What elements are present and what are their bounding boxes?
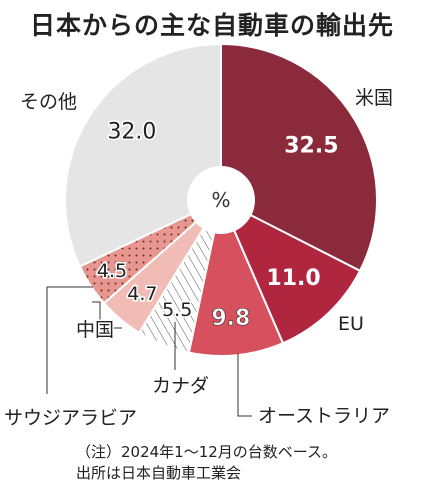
pie-slice-6 bbox=[64, 42, 222, 268]
value-label-1: 11.0 bbox=[266, 266, 320, 291]
footnote-line-1: （注）2024年1～12月の台数ベース。 bbox=[76, 443, 338, 461]
category-label-4: 中国 bbox=[76, 319, 114, 341]
value-label-2: 9.8 bbox=[211, 306, 250, 331]
category-label-6: その他 bbox=[20, 91, 77, 113]
center-unit-label: % bbox=[211, 188, 230, 212]
category-label-5: サウジアラビア bbox=[4, 407, 137, 429]
pie-slice-2 bbox=[187, 196, 285, 357]
value-label-3: 5.5 bbox=[162, 299, 192, 321]
value-label-4: 4.7 bbox=[127, 283, 157, 305]
footnote-line-2: 出所は日本自動車工業会 bbox=[76, 464, 242, 482]
category-label-0: 米国 bbox=[355, 87, 393, 109]
category-label-1: EU bbox=[338, 313, 364, 335]
value-label-6: 32.0 bbox=[107, 119, 156, 144]
pie-slice-0 bbox=[220, 42, 378, 273]
leader-line-australia bbox=[237, 353, 252, 417]
footnote: （注）2024年1～12月の台数ベース。 出所は日本自動車工業会 bbox=[76, 442, 337, 484]
center-hole bbox=[187, 166, 255, 234]
value-label-5: 4.5 bbox=[97, 260, 127, 282]
category-label-3: カナダ bbox=[152, 375, 209, 397]
pie-slice-1 bbox=[218, 197, 362, 345]
leader-line-saudi bbox=[46, 286, 93, 394]
leader-line-china bbox=[92, 301, 122, 329]
chart-title: 日本からの主な自動車の輸出先 bbox=[29, 11, 394, 40]
category-label-2: オーストラリア bbox=[258, 405, 390, 427]
value-label-0: 32.5 bbox=[284, 133, 338, 158]
